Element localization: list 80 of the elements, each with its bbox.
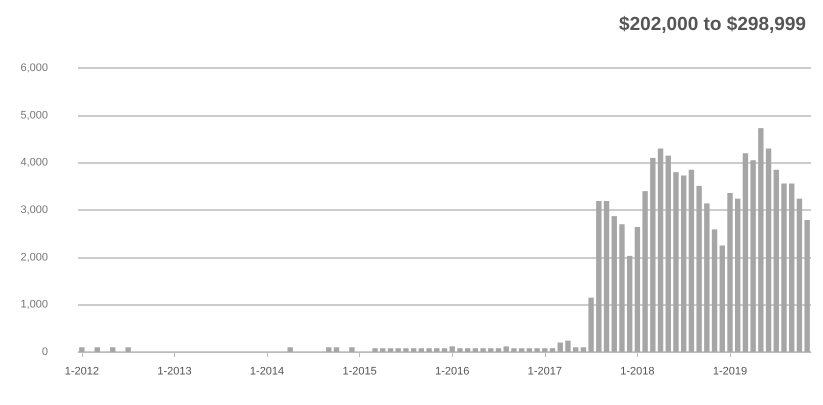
bar <box>434 348 440 352</box>
bar <box>634 227 640 352</box>
bar <box>565 340 571 352</box>
bar <box>125 347 131 352</box>
bar <box>596 201 602 352</box>
bar <box>680 175 686 352</box>
bar <box>526 348 532 352</box>
bar <box>796 198 802 352</box>
bar <box>758 128 764 352</box>
bar <box>666 156 671 352</box>
chart-title: $202,000 to $298,999 <box>619 14 806 35</box>
bar <box>326 347 332 352</box>
bar <box>572 347 578 352</box>
bar <box>504 346 509 352</box>
y-tick-label: 4,000 <box>20 156 48 169</box>
bar <box>457 348 463 352</box>
bar <box>380 348 386 352</box>
bar <box>534 348 540 352</box>
bar <box>712 229 718 352</box>
bar <box>558 342 563 352</box>
bar <box>480 348 486 352</box>
x-tick-label: 1-2013 <box>157 366 192 378</box>
bar <box>720 246 725 352</box>
x-tick-label: 1-2017 <box>528 366 562 378</box>
bar <box>542 348 548 352</box>
x-tick-label: 1-2018 <box>620 366 655 378</box>
y-tick-label: 6,000 <box>20 62 48 74</box>
bar <box>580 347 586 352</box>
bar <box>372 348 378 352</box>
y-tick-label: 3,000 <box>20 204 48 216</box>
bar <box>650 158 656 352</box>
bar <box>727 192 733 352</box>
bar <box>488 348 494 352</box>
bar <box>472 348 478 352</box>
bar <box>287 347 293 352</box>
y-tick-label: 5,000 <box>20 109 48 122</box>
bar <box>774 170 779 352</box>
x-tick-label: 1-2019 <box>712 366 748 378</box>
bar <box>442 348 448 352</box>
y-tick-label: 0 <box>42 346 48 358</box>
bar <box>388 348 394 352</box>
bar <box>742 153 748 352</box>
bar <box>518 348 524 352</box>
x-tick-label: 1-2014 <box>250 366 284 378</box>
bar <box>410 348 416 352</box>
bar <box>642 191 648 352</box>
x-tick-label: 1-2016 <box>435 366 470 378</box>
bar <box>619 224 625 352</box>
bar <box>750 160 756 352</box>
bar <box>511 348 517 352</box>
bar <box>403 348 409 352</box>
bar <box>704 203 710 352</box>
bar <box>79 347 85 352</box>
bar <box>789 183 794 352</box>
bar <box>766 148 772 352</box>
bar <box>658 148 664 352</box>
y-tick-label: 1,000 <box>20 298 48 311</box>
bar <box>110 347 116 352</box>
bar <box>464 348 470 352</box>
bar <box>426 348 432 352</box>
bar <box>588 298 594 352</box>
bar <box>450 346 455 352</box>
bar <box>626 256 632 352</box>
bar <box>496 348 502 352</box>
bar <box>604 201 610 352</box>
bar <box>781 183 787 352</box>
bar <box>804 220 810 352</box>
bar <box>735 198 740 352</box>
bar <box>94 347 100 352</box>
x-tick-label: 1-2012 <box>64 366 99 378</box>
bar <box>673 172 679 352</box>
x-tick-label: 1-2015 <box>342 366 377 378</box>
bar <box>550 348 556 352</box>
y-tick-label: 2,000 <box>20 251 48 264</box>
bar <box>396 348 401 352</box>
bar <box>418 348 424 352</box>
bar <box>696 186 702 352</box>
bar <box>349 347 355 352</box>
bar <box>612 216 617 352</box>
bar <box>688 170 694 352</box>
